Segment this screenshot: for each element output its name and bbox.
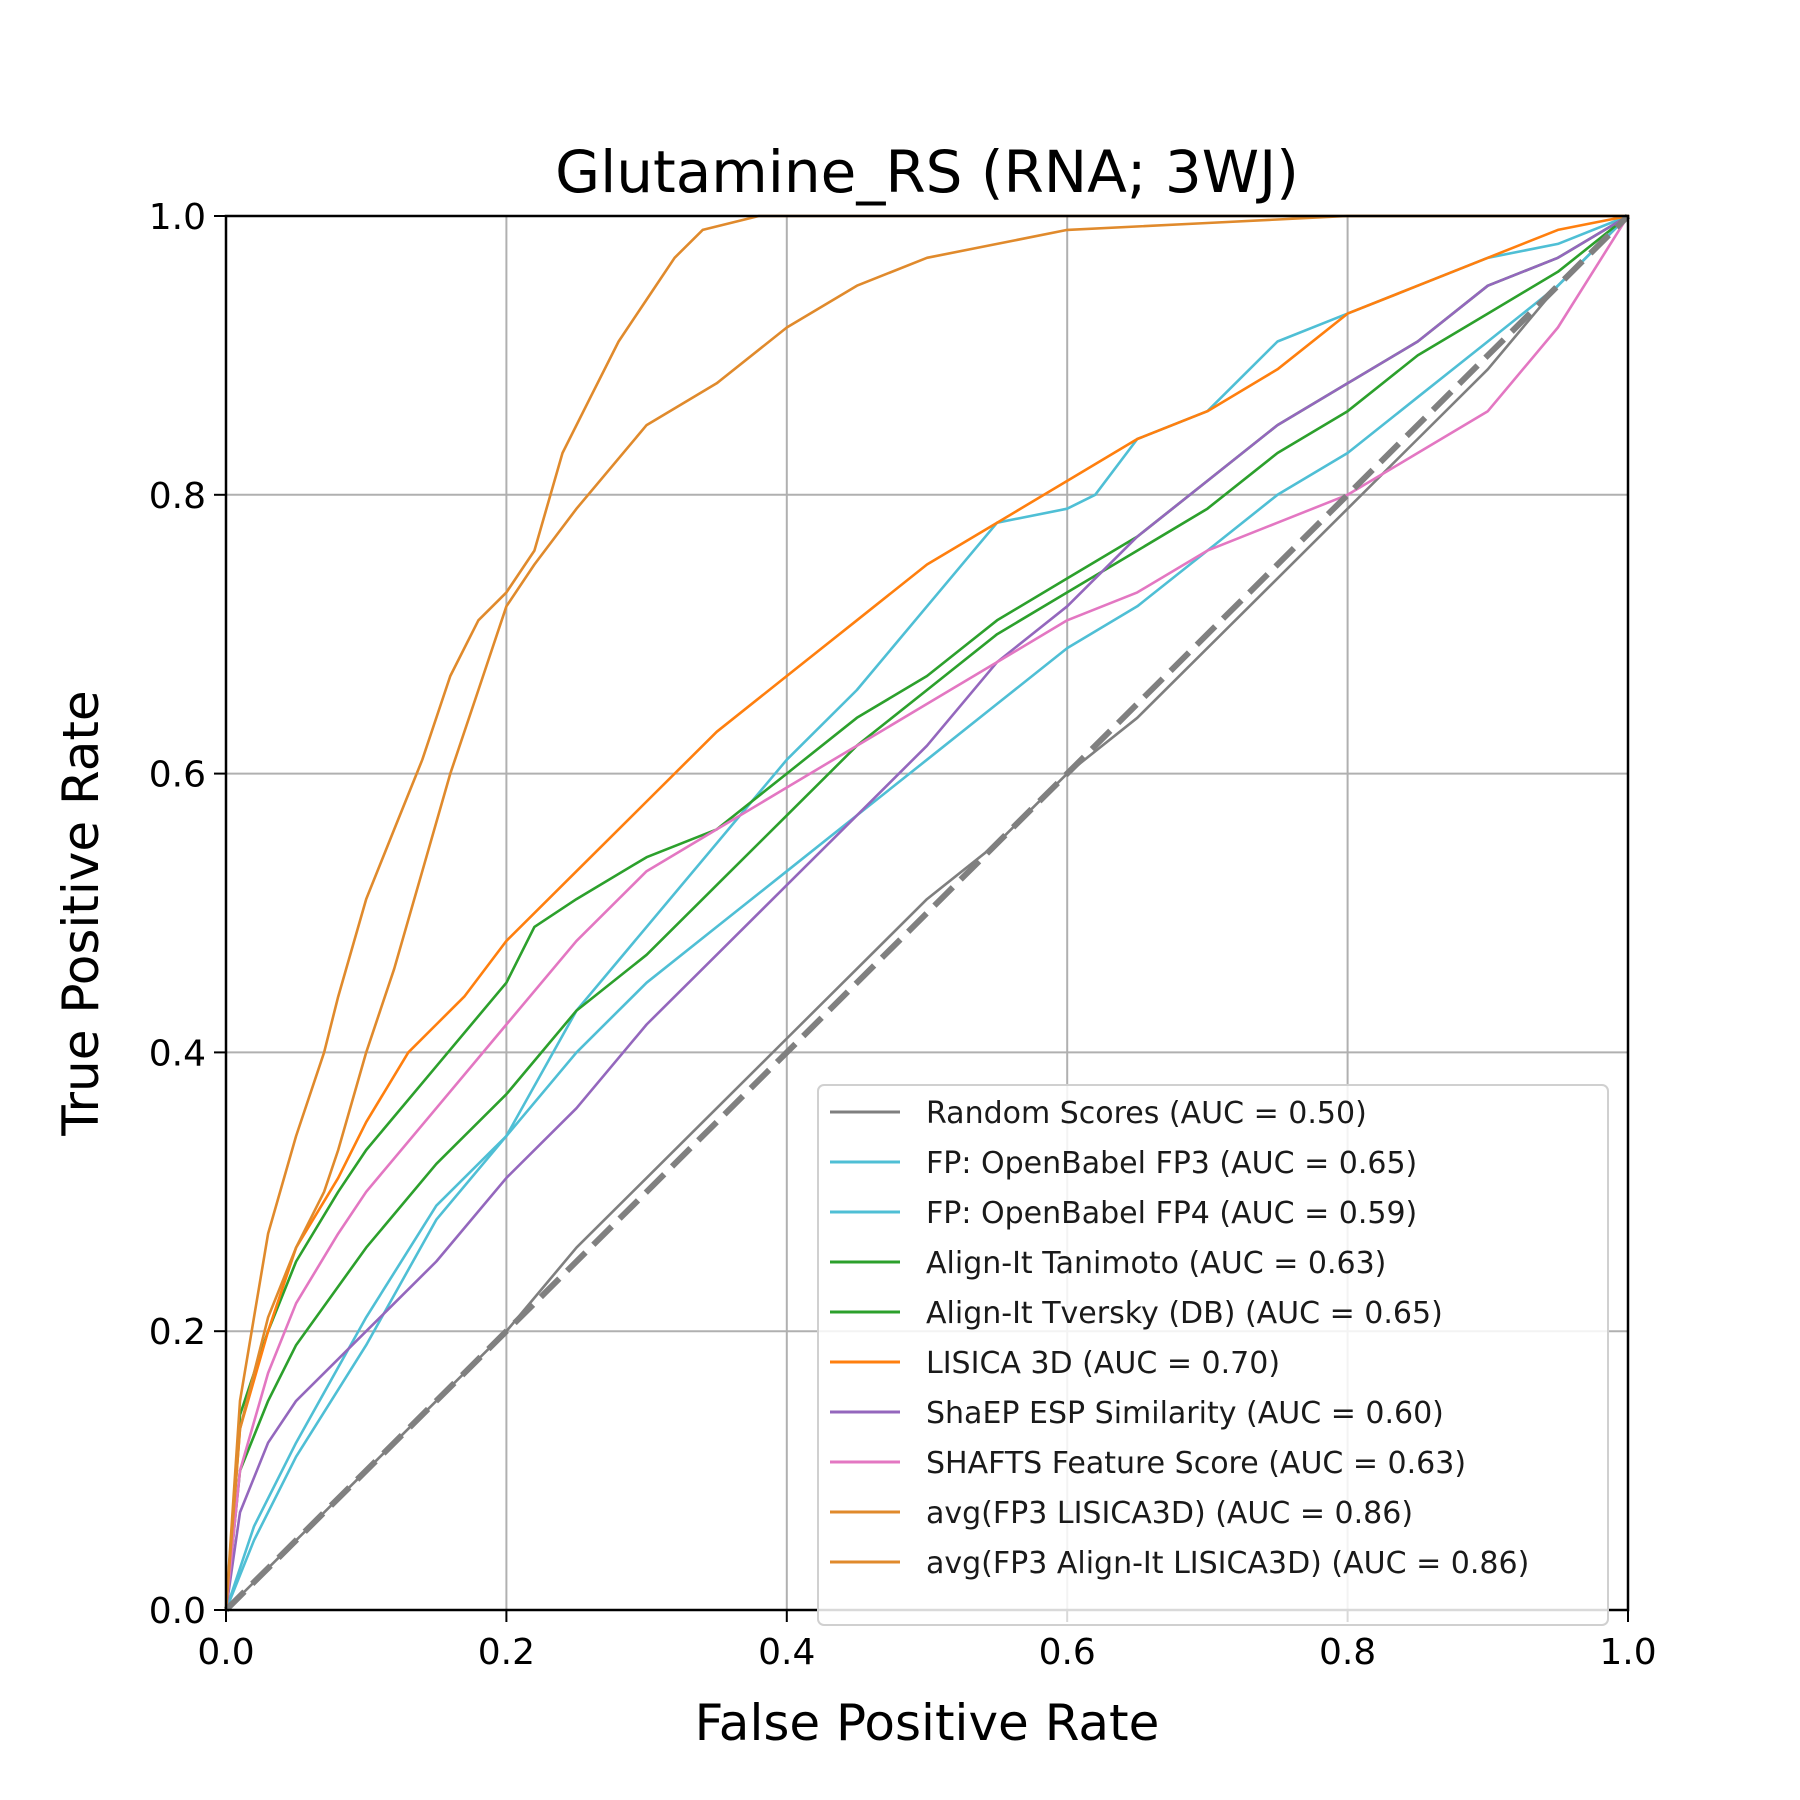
legend-entry: Align-It Tanimoto (AUC = 0.63) bbox=[926, 1246, 1386, 1281]
x-tick-label: 1.0 bbox=[1599, 1632, 1656, 1673]
series-line-1 bbox=[224, 214, 1630, 1612]
y-tick-label: 0.4 bbox=[149, 1033, 206, 1074]
x-tick-label: 0.0 bbox=[197, 1632, 254, 1673]
legend-entry: SHAFTS Feature Score (AUC = 0.63) bbox=[926, 1446, 1466, 1481]
diagonal-reference-line bbox=[223, 213, 1631, 1613]
y-tick-label: 0.8 bbox=[149, 476, 206, 517]
y-tick-label: 1.0 bbox=[149, 197, 206, 238]
series-line-8 bbox=[224, 214, 1630, 1612]
series-line-7 bbox=[224, 214, 1630, 1612]
y-tick-label: 0.6 bbox=[149, 755, 206, 796]
legend-entry: FP: OpenBabel FP4 (AUC = 0.59) bbox=[926, 1196, 1417, 1231]
axis-ticks: 0.0 0.2 0.4 0.6 0.8 1.0 0.0 0.2 0.4 0.6 0.8 1.0 bbox=[149, 197, 1657, 1673]
series-line-6 bbox=[224, 214, 1630, 1612]
legend-entry: Align-It Tversky (DB) (AUC = 0.65) bbox=[926, 1296, 1443, 1331]
legend-entry: FP: OpenBabel FP3 (AUC = 0.65) bbox=[926, 1146, 1417, 1181]
legend-entry: LISICA 3D (AUC = 0.70) bbox=[926, 1346, 1280, 1381]
x-axis-label: False Positive Rate bbox=[695, 1694, 1160, 1752]
y-tick-label: 0.0 bbox=[149, 1591, 206, 1632]
y-tick-label: 0.2 bbox=[149, 1312, 206, 1353]
legend-entry: avg(FP3 Align-It LISICA3D) (AUC = 0.86) bbox=[926, 1546, 1529, 1581]
legend-entry: avg(FP3 LISICA3D) (AUC = 0.86) bbox=[926, 1496, 1413, 1531]
chart-title: Glutamine_RS (RNA; 3WJ) bbox=[555, 138, 1299, 206]
x-tick-label: 0.2 bbox=[478, 1632, 535, 1673]
series-line-3 bbox=[224, 214, 1630, 1612]
x-tick-label: 0.8 bbox=[1319, 1632, 1376, 1673]
x-tick-label: 0.6 bbox=[1039, 1632, 1096, 1673]
y-axis-label: True Positive Rate bbox=[52, 690, 110, 1136]
legend-entry: ShaEP ESP Similarity (AUC = 0.60) bbox=[926, 1396, 1444, 1431]
legend-box bbox=[817, 1084, 1609, 1626]
series-line-9 bbox=[224, 214, 1630, 1612]
x-tick-label: 0.4 bbox=[758, 1632, 815, 1673]
legend: Random Scores (AUC = 0.50) FP: OpenBabel … bbox=[817, 1084, 1609, 1626]
legend-entry: Random Scores (AUC = 0.50) bbox=[926, 1096, 1367, 1131]
